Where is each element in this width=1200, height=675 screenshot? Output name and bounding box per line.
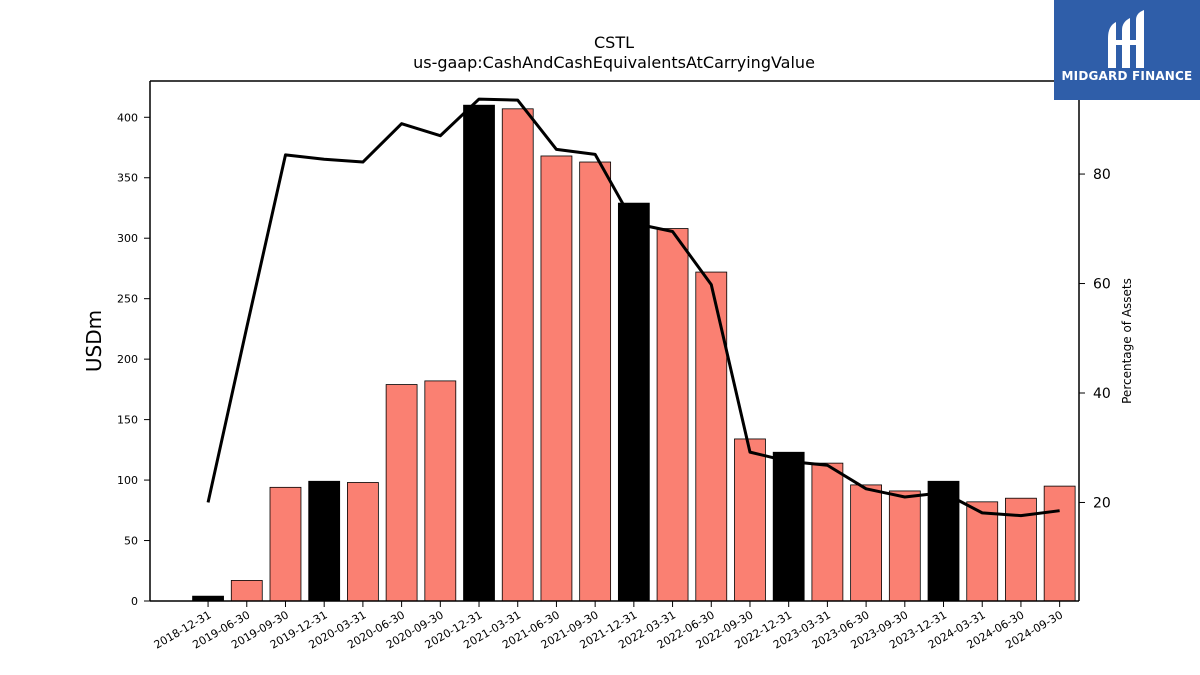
y-tick-label: 100 bbox=[117, 474, 138, 487]
midgard-logo-icon bbox=[1108, 10, 1144, 68]
bar-2024-03-31 bbox=[966, 501, 999, 602]
percentage-line-series bbox=[206, 97, 1060, 518]
bar-2022-03-31 bbox=[656, 228, 689, 602]
bar-2021-03-31 bbox=[501, 108, 534, 602]
bar-2023-06-30 bbox=[850, 484, 882, 602]
bar-2022-06-30 bbox=[695, 271, 728, 602]
bar-2022-12-31 bbox=[772, 451, 805, 602]
bar-2020-12-31 bbox=[463, 104, 495, 602]
y2-tick-label: 20 bbox=[1093, 495, 1111, 511]
left-axis-ticks: 0 50 100 150 200 250 300 350 400 bbox=[117, 111, 150, 608]
brand-name: MIDGARD FINANCE bbox=[1061, 69, 1193, 83]
percentage-line bbox=[206, 97, 1060, 518]
bar-2019-12-31 bbox=[308, 480, 341, 602]
bar-2022-09-30 bbox=[734, 438, 766, 602]
bar-2019-06-30 bbox=[230, 580, 263, 602]
bar-2023-12-31 bbox=[927, 480, 960, 602]
bar-2020-03-31 bbox=[347, 482, 379, 602]
bar-2024-09-30 bbox=[1043, 485, 1076, 602]
y-tick-label: 300 bbox=[117, 232, 138, 245]
bar-2019-09-30 bbox=[269, 486, 302, 602]
y2-tick-label: 60 bbox=[1093, 277, 1111, 293]
bar-2023-09-30 bbox=[888, 490, 921, 602]
bar-2021-06-30 bbox=[540, 155, 573, 602]
chart-title: CSTL bbox=[594, 33, 634, 52]
y-tick-label: 350 bbox=[117, 172, 138, 185]
y-tick-label: 50 bbox=[124, 535, 138, 548]
x-axis-ticks: 2018-12-312019-06-302019-09-302019-12-31… bbox=[152, 601, 1065, 652]
y-tick-label: 200 bbox=[117, 353, 138, 366]
y-tick-label: 150 bbox=[117, 414, 138, 427]
bar-2020-06-30 bbox=[385, 384, 418, 602]
y-tick-label: 0 bbox=[131, 595, 138, 608]
right-axis-ticks: 20 40 60 80 bbox=[1079, 167, 1111, 511]
y-axis-label: USDm bbox=[82, 310, 106, 372]
bar-2023-03-31 bbox=[811, 462, 844, 602]
y2-tick-label: 80 bbox=[1093, 167, 1111, 183]
y2-axis-label: Percentage of Assets bbox=[1120, 278, 1134, 404]
bar-2021-09-30 bbox=[579, 161, 612, 602]
y-tick-label: 250 bbox=[117, 293, 138, 306]
chart-subtitle: us-gaap:CashAndCashEquivalentsAtCarrying… bbox=[413, 53, 815, 72]
bar-2021-12-31 bbox=[617, 202, 650, 602]
axes bbox=[149, 80, 1080, 602]
brand-logo: MIDGARD FINANCE bbox=[1054, 0, 1200, 100]
y-tick-label: 400 bbox=[117, 111, 138, 124]
bar-series bbox=[192, 104, 1076, 602]
bar-2020-09-30 bbox=[424, 380, 457, 602]
y2-tick-label: 40 bbox=[1093, 386, 1111, 402]
